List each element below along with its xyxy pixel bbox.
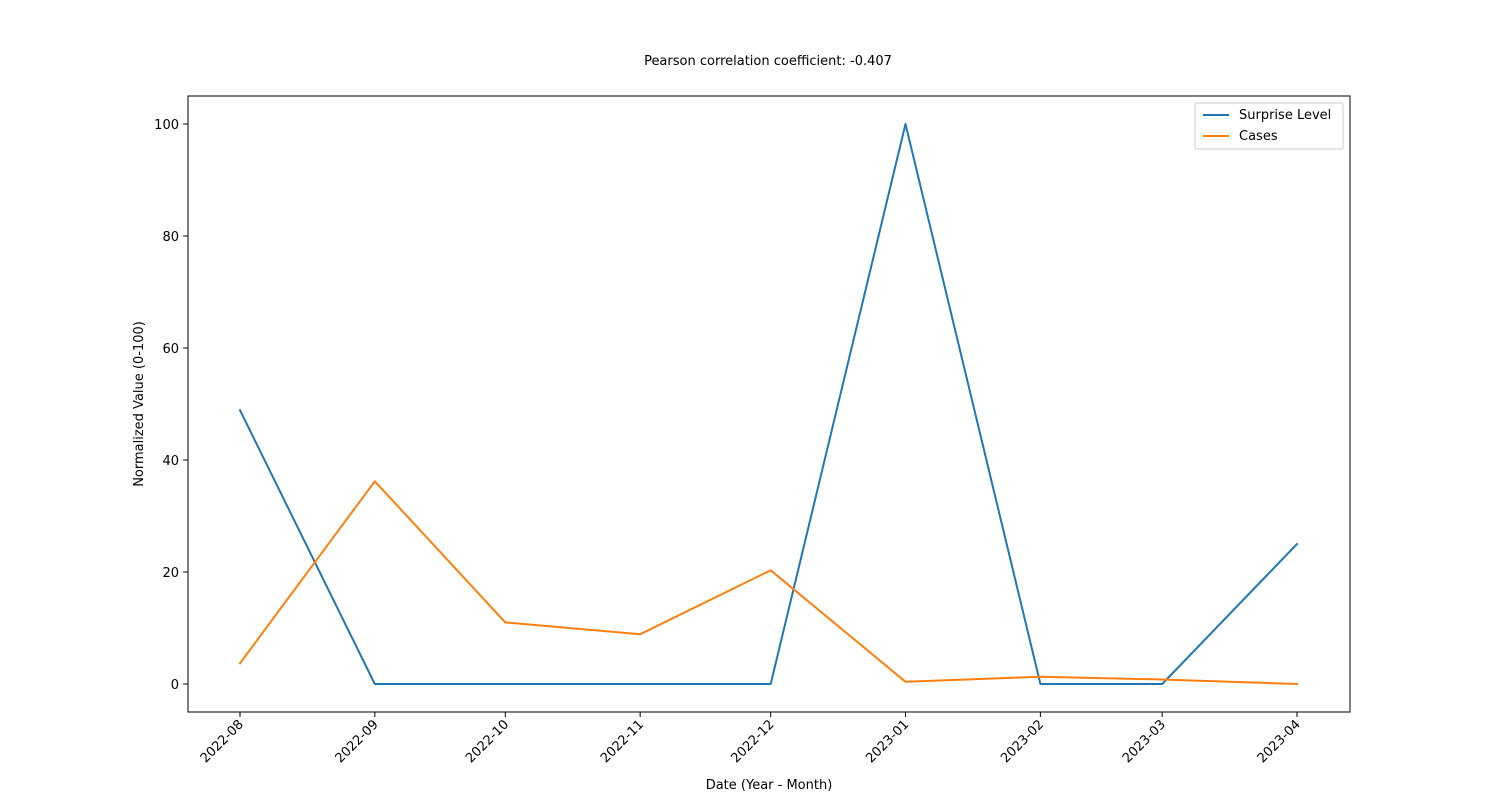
series-line-surprise-level	[238, 123, 1299, 685]
y-tick-label: 0	[171, 678, 179, 693]
legend: Surprise Level Cases	[1194, 102, 1344, 150]
y-tick-label: 60	[162, 342, 179, 357]
y-axis-title: Normalized Value (0-100)	[132, 321, 147, 487]
x-axis: 2022-08 2022-09 2022-10 2022-11 2022-12 2023-…	[198, 712, 1304, 766]
legend-box	[1194, 102, 1344, 150]
x-tick-label: 2022-10	[463, 717, 512, 766]
y-tick-label: 80	[162, 230, 179, 245]
x-tick-label: 2023-03	[1120, 717, 1169, 766]
x-axis-title: Date (Year - Month)	[706, 778, 833, 793]
x-tick-label: 2023-01	[863, 717, 912, 766]
y-tick-label: 20	[162, 566, 179, 581]
legend-label-cases: Cases	[1239, 129, 1278, 144]
x-tick-label: 2022-12	[728, 717, 777, 766]
y-tick-label: 40	[162, 454, 179, 469]
series-line-cases	[238, 480, 1299, 686]
series-layer	[238, 123, 1299, 686]
x-tick-label: 2023-02	[998, 717, 1047, 766]
chart-title: Pearson correlation coefficient: -0.407	[644, 54, 892, 69]
x-tick-label: 2023-04	[1255, 717, 1304, 766]
x-tick-label: 2022-09	[333, 717, 382, 766]
x-tick-label: 2022-11	[598, 717, 647, 766]
y-axis: 0 20 40 60 80 100	[154, 118, 188, 693]
x-tick-label: 2022-08	[198, 717, 247, 766]
y-tick-label: 100	[154, 118, 179, 133]
legend-label-surprise-level: Surprise Level	[1239, 108, 1331, 123]
plot-frame	[187, 95, 1351, 713]
